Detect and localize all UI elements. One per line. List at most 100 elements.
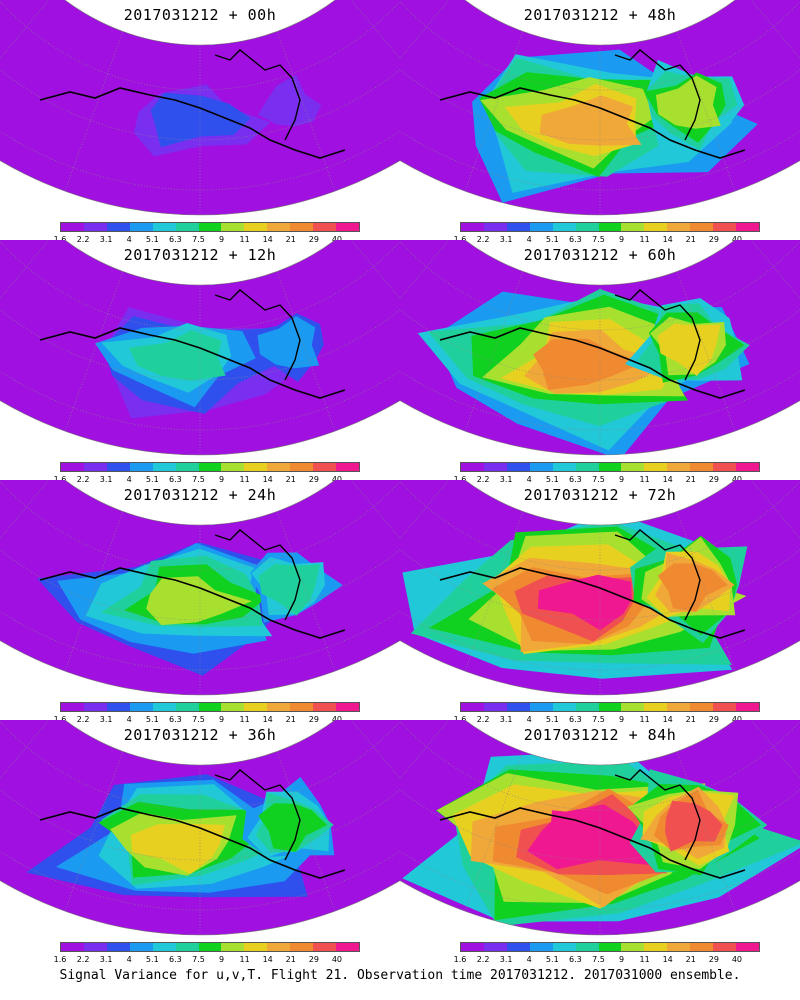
graticule-line — [400, 0, 450, 59]
colorbar-tick-label: 3.1 — [499, 955, 513, 964]
colorbar-tick-label: 29 — [708, 475, 719, 484]
coastline — [439, 327, 746, 399]
graticule-line — [0, 0, 400, 91]
colorbar-tick-label: 2.2 — [76, 475, 90, 484]
colorbar-tick-label: 4 — [526, 235, 532, 244]
colorbar-tick-label: 6.3 — [169, 235, 182, 244]
colorbar-swatch — [713, 463, 737, 471]
colorbar-tick-label: 2.2 — [476, 475, 490, 484]
graticule-line — [400, 240, 800, 331]
panel-title: 2017031212 + 48h — [523, 6, 677, 24]
colorbar-swatch — [221, 463, 245, 471]
colorbar-swatch — [106, 943, 130, 951]
colorbar-swatch — [313, 223, 337, 231]
colorbar-swatch — [336, 943, 359, 951]
colorbar-swatch — [713, 703, 737, 711]
colorbar-swatch — [621, 223, 645, 231]
colorbar-swatch — [690, 703, 714, 711]
colorbar-tick-label: 11 — [639, 475, 650, 484]
colorbar-tick-label: 3.1 — [99, 955, 113, 964]
colorbar-swatch — [244, 943, 268, 951]
colorbar-tick-label: 2.2 — [76, 955, 90, 964]
colorbar-swatch — [736, 703, 759, 711]
variance-contour — [533, 338, 644, 390]
graticule-line — [0, 0, 50, 59]
colorbar-swatch — [152, 703, 176, 711]
colorbar-swatch — [621, 463, 645, 471]
colorbar-swatch — [575, 223, 599, 231]
colorbar-tick-label: 21 — [685, 955, 696, 964]
colorbar-swatch — [529, 943, 553, 951]
colorbar-swatch — [598, 943, 622, 951]
colorbar-tick-label: 21 — [285, 475, 296, 484]
colorbar-swatch — [529, 703, 553, 711]
colorbar-tick-label: 21 — [285, 235, 296, 244]
colorbar-tick-label: 4 — [126, 955, 132, 964]
colorbar-swatch — [598, 703, 622, 711]
map-outline — [0, 0, 400, 216]
colorbar-tick-label: 6.3 — [569, 235, 582, 244]
colorbar-tick-label: 5.1 — [545, 475, 559, 484]
coastline — [214, 289, 301, 381]
panel-title: 2017031212 + 72h — [523, 486, 677, 504]
colorbar-swatch — [267, 943, 291, 951]
map-panel: 2017031212 + 36h 1.6 2.2 3.1 4 5.1 6.3 7.5 9 11 14… — [0, 720, 400, 964]
colorbar-swatch — [175, 703, 199, 711]
colorbar-tick-label: 7.5 — [192, 955, 205, 964]
colorbar — [60, 702, 360, 712]
map-outline — [400, 0, 800, 216]
colorbar-swatch — [313, 463, 337, 471]
colorbar-swatch — [736, 943, 759, 951]
colorbar-swatch — [336, 703, 359, 711]
colorbar-tick-label: 2.2 — [76, 715, 90, 724]
graticule-line — [0, 309, 400, 381]
colorbar-swatch — [483, 223, 507, 231]
graticule-line — [64, 751, 124, 912]
colorbar-tick-label: 5.1 — [545, 955, 559, 964]
colorbar-swatch — [198, 943, 222, 951]
panel-title: 2017031212 + 12h — [123, 246, 277, 264]
colorbar-swatch — [713, 943, 737, 951]
colorbar-tick-label: 14 — [662, 955, 673, 964]
colorbar-swatch — [713, 223, 737, 231]
figure-caption: Signal Variance for u,v,T. Flight 21. Ob… — [59, 968, 741, 983]
colorbar-swatch — [506, 223, 530, 231]
colorbar-swatch — [667, 703, 691, 711]
variance-map — [400, 480, 800, 696]
panel-title: 2017031212 + 00h — [123, 6, 277, 24]
colorbar-swatch — [152, 943, 176, 951]
graticule-line — [64, 31, 124, 192]
graticule-line — [0, 789, 400, 861]
colorbar-tick-label: 6.3 — [169, 715, 182, 724]
graticule-line — [0, 240, 400, 331]
variance-field — [400, 240, 800, 455]
variance-contour — [130, 823, 225, 875]
colorbar-tick-label: 3.1 — [99, 715, 113, 724]
colorbar-tick-label: 5.1 — [145, 715, 159, 724]
graticule-line — [400, 309, 800, 381]
colorbar-tick-label: 21 — [685, 475, 696, 484]
colorbar-tick-label: 14 — [262, 475, 273, 484]
coastline — [439, 87, 746, 159]
colorbar-tick-label: 4 — [526, 715, 532, 724]
variance-map — [400, 240, 800, 456]
colorbar-swatch — [83, 463, 107, 471]
colorbar-swatch — [106, 703, 130, 711]
colorbar-swatch — [244, 223, 268, 231]
variance-field — [400, 0, 800, 215]
graticule-line — [400, 240, 450, 299]
coastline — [214, 49, 301, 141]
colorbar-tick-label: 9 — [218, 955, 225, 964]
colorbar-swatch — [129, 703, 153, 711]
colorbar-swatch — [221, 943, 245, 951]
colorbar-tick-label: 9 — [218, 715, 225, 724]
map-panel: 2017031212 + 24h1.62.23.145.16.37.591114… — [0, 480, 400, 724]
variance-map — [0, 240, 400, 456]
map-panel: 2017031212 + 00h1.62.23.145.16.37.591114… — [0, 0, 400, 244]
graticule-line — [0, 720, 400, 811]
variance-contour — [258, 803, 328, 852]
variance-contour — [531, 810, 633, 860]
colorbar-tick-label: 5.1 — [145, 475, 159, 484]
colorbar-swatch — [313, 703, 337, 711]
graticule-line — [0, 480, 50, 539]
